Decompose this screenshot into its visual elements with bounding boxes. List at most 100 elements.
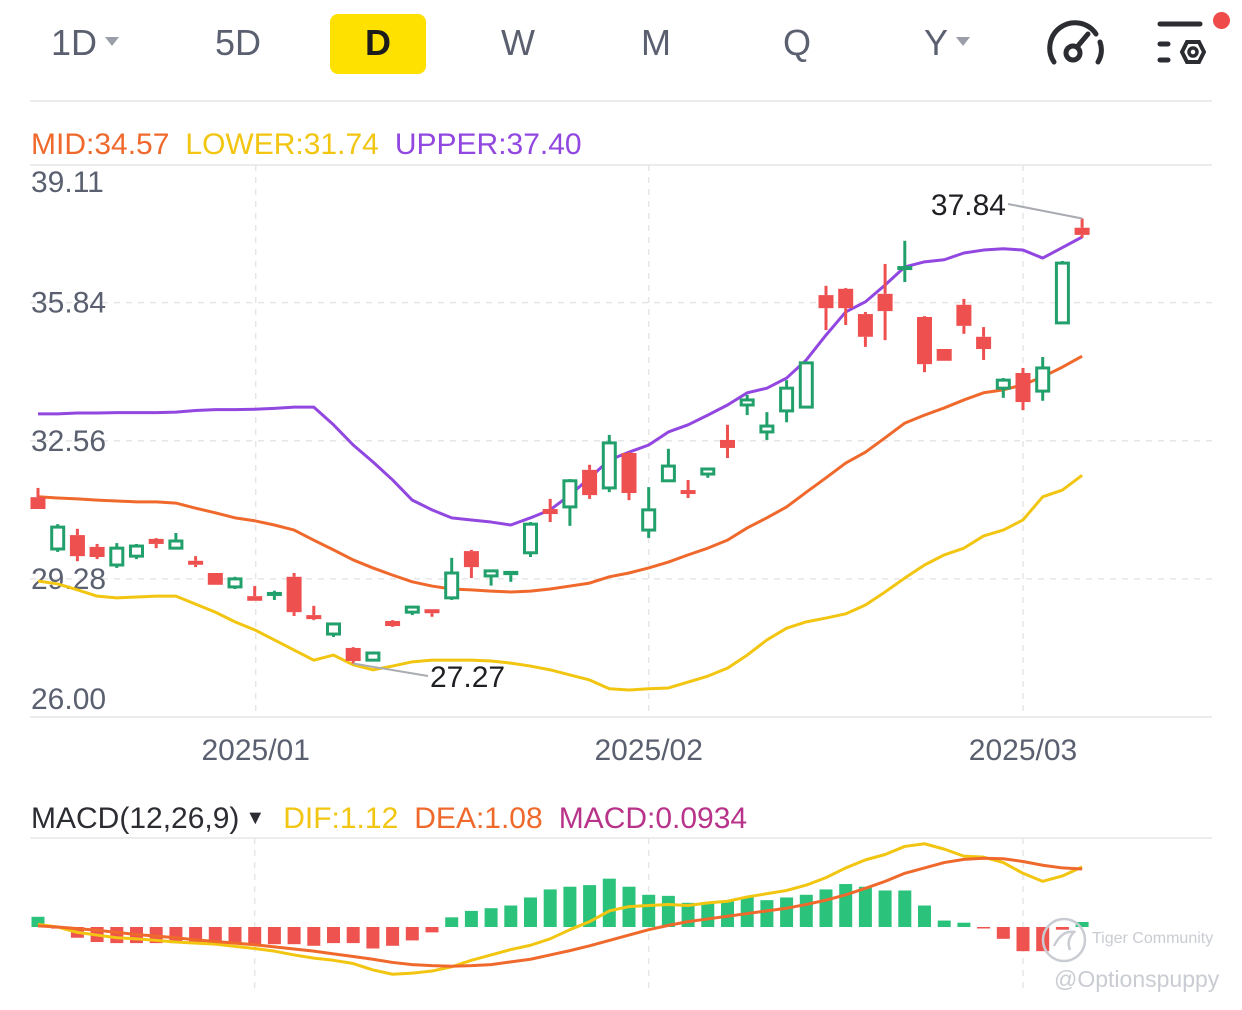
y-tick-label: 35.84	[31, 287, 106, 320]
dea-value: DEA:1.08	[414, 802, 543, 835]
candle-up	[404, 605, 420, 616]
candle-up	[641, 487, 657, 539]
chevron-down-icon	[956, 36, 970, 46]
candle-body	[877, 293, 893, 312]
low-marker-line	[353, 662, 429, 677]
macd-histogram-bar	[366, 927, 380, 949]
tab-q[interactable]: Q	[782, 22, 811, 63]
macd-chart[interactable]	[0, 830, 1242, 1010]
candle-up	[660, 448, 676, 483]
dif-line	[37, 842, 1083, 976]
candle-down	[1074, 218, 1090, 238]
candle-up	[50, 524, 66, 552]
tab-y[interactable]: Y	[912, 14, 982, 74]
macd-histogram-bar	[839, 884, 853, 927]
candle-body	[109, 546, 125, 567]
gauge-icon[interactable]	[1044, 20, 1106, 71]
candle-body	[838, 288, 854, 309]
candle-down	[838, 287, 854, 325]
candle-body	[759, 424, 775, 434]
macd-histogram-bar	[819, 889, 833, 927]
macd-histogram-bar	[484, 908, 498, 927]
candle-body	[562, 479, 578, 509]
candle-body	[404, 605, 420, 614]
macd-histogram-bar	[957, 922, 971, 927]
dif-value: DIF:1.12	[283, 802, 399, 835]
tab-m[interactable]: M	[641, 22, 671, 63]
candle-body	[523, 522, 538, 555]
macd-histogram-bar	[524, 897, 537, 927]
macd-histogram-bar	[287, 927, 301, 945]
candle-body	[1015, 373, 1031, 403]
macd-histogram-bar	[878, 890, 892, 927]
high-price-label: 37.84	[931, 189, 1006, 222]
chevron-down-icon	[105, 36, 120, 46]
macd-histogram-bar	[721, 901, 734, 927]
candle-down	[30, 487, 46, 509]
candle-down	[385, 620, 401, 627]
candle-body	[424, 609, 440, 614]
band-upper-line	[38, 235, 1083, 527]
watermark-handle: @Optionspuppy	[1054, 966, 1220, 992]
tab-d[interactable]: D	[330, 14, 426, 74]
tab-1d[interactable]: 1D	[40, 14, 130, 74]
candle-up	[266, 590, 282, 600]
candle-body	[266, 591, 282, 596]
candle-down	[306, 605, 322, 621]
tab-label: Y	[923, 22, 948, 63]
tab-w[interactable]: W	[501, 22, 535, 63]
candle-body	[326, 622, 341, 636]
candle-down	[542, 498, 558, 523]
candle-body	[306, 615, 322, 620]
candle-down	[207, 573, 223, 585]
candle-down	[680, 479, 696, 499]
macd-histogram-bar	[1055, 927, 1069, 930]
macd-histogram-bar	[799, 894, 813, 927]
candle-body	[463, 551, 479, 568]
candle-down	[69, 528, 85, 562]
candle-up	[326, 622, 341, 637]
candle-body	[188, 560, 204, 565]
x-tick-label: 2025/03	[969, 734, 1077, 767]
candle-body	[660, 464, 676, 483]
candle-body	[50, 525, 66, 551]
tiger-logo-icon	[1040, 916, 1088, 969]
candle-body	[385, 621, 401, 627]
candle-up	[700, 467, 716, 478]
indicator-settings-icon[interactable]	[1156, 18, 1212, 73]
bollinger-legend: MID:34.57 LOWER:31.74 UPPER:37.40	[31, 128, 598, 162]
candle-down	[148, 538, 164, 549]
macd-histogram-bar	[977, 927, 991, 929]
tab-label: 1D	[50, 22, 98, 63]
mid-value: MID:34.57	[31, 128, 170, 161]
candle-down	[247, 586, 263, 601]
candle-body	[1054, 261, 1070, 325]
candle-body	[936, 349, 952, 361]
macd-histogram-bar	[228, 927, 242, 944]
candle-body	[89, 546, 105, 557]
low-price-label: 27.27	[430, 661, 505, 694]
candle-body	[207, 573, 223, 585]
candle-body	[503, 570, 519, 576]
macd-indicator-selector[interactable]: MACD(12,26,9)	[31, 802, 240, 835]
macd-legend: MACD(12,26,9) ▼ DIF:1.12 DEA:1.08 MACD:0.093…	[31, 802, 763, 836]
candle-body	[818, 295, 834, 309]
tab-5d[interactable]: 5D	[214, 22, 262, 63]
macd-histogram-bar	[701, 902, 715, 927]
candle-up	[798, 361, 814, 409]
macd-histogram-bar	[858, 886, 872, 927]
caret-down-icon[interactable]: ▼	[245, 807, 266, 829]
y-tick-label: 29.28	[31, 563, 106, 596]
macd-histogram-bar	[1075, 921, 1089, 927]
macd-histogram-bar	[405, 927, 419, 941]
candle-down	[857, 311, 873, 347]
candle-up	[109, 543, 125, 568]
price-chart[interactable]: 39.11 35.84 32.56 29.28 26.00 2025/01 2025/02 2…	[0, 0, 1242, 780]
candle-body	[1074, 227, 1090, 235]
candle-body	[582, 469, 598, 496]
macd-histogram-bar	[937, 920, 951, 927]
macd-histogram-bar	[327, 927, 340, 944]
candle-up	[503, 570, 519, 582]
candle-down	[917, 316, 932, 373]
macd-histogram-bar	[918, 905, 931, 927]
